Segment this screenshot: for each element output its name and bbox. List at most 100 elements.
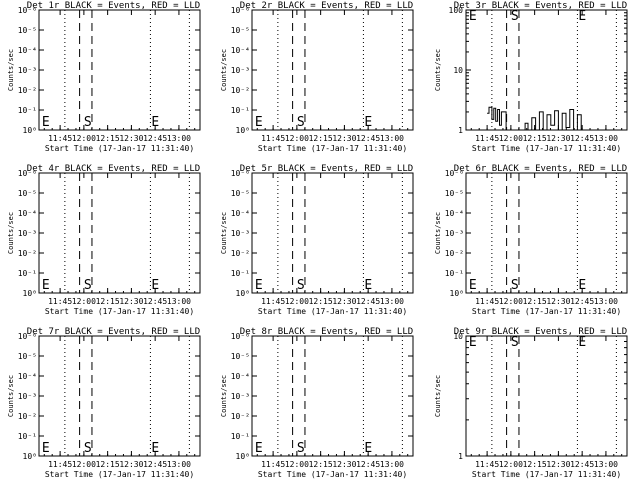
y-tick-label: 10⁻⁵: [231, 26, 250, 35]
y-tick-label: 10⁻¹: [18, 269, 37, 278]
panel-title: Det 9r BLACK = Events, RED = LLD: [454, 327, 627, 337]
x-tick-label: 12:15: [309, 460, 333, 469]
plot-frame: [465, 335, 628, 457]
x-tick-label: 12:30: [119, 134, 143, 143]
y-axis-label: Counts/sec: [434, 375, 442, 417]
y-axis-label: Counts/sec: [434, 212, 442, 254]
y-tick-label: 10⁰: [236, 126, 250, 135]
x-axis-label: Start Time (17-Jan-17 11:31:40): [258, 144, 407, 153]
interval-marker-e: E: [151, 115, 159, 130]
x-tick-label: 11:45: [48, 460, 72, 469]
y-axis-label: Counts/sec: [220, 49, 228, 91]
panel-title: Det 8r BLACK = Events, RED = LLD: [240, 327, 413, 337]
series-events-line: [487, 106, 582, 131]
y-tick-label: 1: [458, 126, 463, 135]
x-tick-label: 12:00: [285, 460, 309, 469]
x-tick-label: 12:45: [570, 460, 594, 469]
y-tick-label: 10⁰: [23, 452, 37, 461]
x-tick-label: 12:30: [119, 460, 143, 469]
y-axis-label: Counts/sec: [7, 375, 15, 417]
interval-marker-s: S: [511, 9, 519, 24]
panel-title: Det 4r BLACK = Events, RED = LLD: [27, 164, 200, 174]
panel-title: Det 7r BLACK = Events, RED = LLD: [27, 327, 200, 337]
x-tick-label: 12:45: [143, 134, 167, 143]
interval-marker-s: S: [297, 115, 305, 130]
interval-marker-e: E: [578, 278, 586, 293]
x-tick-label: 12:45: [570, 134, 594, 143]
y-tick-label: 10⁰: [23, 126, 37, 135]
x-tick-label: 12:45: [143, 460, 167, 469]
x-tick-label: 12:45: [143, 297, 167, 306]
y-tick-label: 10⁻³: [231, 392, 250, 401]
panel-title: Det 1r BLACK = Events, RED = LLD: [27, 1, 200, 11]
y-tick-label: 10⁰: [236, 289, 250, 298]
x-tick-label: 12:30: [332, 460, 356, 469]
panel-det-7r: Det 7r BLACK = Events, RED = LLD 11:45 12:…: [7, 327, 201, 479]
interval-marker-e: E: [255, 441, 263, 456]
y-tick-label: 10⁻³: [231, 66, 250, 75]
x-tick-label: 12:00: [72, 297, 96, 306]
y-tick-label: 10⁻⁴: [231, 209, 250, 218]
x-axis-label: Start Time (17-Jan-17 11:31:40): [45, 144, 194, 153]
plot-frame: [38, 9, 201, 131]
y-tick-label: 10⁻²: [231, 249, 250, 258]
x-tick-label: 12:45: [356, 297, 380, 306]
y-tick-label: 10⁻⁵: [18, 26, 37, 35]
interval-marker-e: E: [469, 335, 477, 350]
plot-frame: [251, 9, 414, 131]
y-tick-label: 10⁰: [450, 289, 464, 298]
x-tick-label: 12:15: [96, 297, 120, 306]
x-tick-label: 11:45: [475, 297, 499, 306]
x-tick-label: 12:15: [96, 460, 120, 469]
plot-frame: [465, 172, 628, 294]
x-axis-label: Start Time (17-Jan-17 11:31:40): [472, 470, 621, 479]
y-tick-label: 10⁻⁴: [18, 209, 37, 218]
y-tick-label: 10⁻²: [18, 249, 37, 258]
y-tick-label: 10⁰: [23, 289, 37, 298]
x-tick-label: 12:00: [499, 134, 523, 143]
x-tick-label: 11:45: [261, 297, 285, 306]
y-tick-label: 1: [458, 452, 463, 461]
x-tick-label: 12:00: [499, 460, 523, 469]
y-tick-label: 10⁻³: [18, 229, 37, 238]
plot-frame: [251, 335, 414, 457]
y-axis-label: Counts/sec: [220, 212, 228, 254]
interval-marker-s: S: [297, 278, 305, 293]
interval-marker-e: E: [364, 278, 372, 293]
y-tick-label: 10⁻⁵: [445, 189, 464, 198]
y-tick-label: 10⁻⁵: [231, 189, 250, 198]
interval-marker-e: E: [578, 335, 586, 350]
x-tick-label: 12:00: [72, 134, 96, 143]
x-tick-label: 12:30: [546, 460, 570, 469]
x-tick-label: 12:15: [96, 134, 120, 143]
interval-marker-e: E: [578, 9, 586, 24]
y-tick-label: 10⁰: [236, 452, 250, 461]
x-tick-label: 12:30: [332, 134, 356, 143]
x-tick-label: 13:00: [167, 297, 191, 306]
y-tick-label: 10⁻⁶: [18, 332, 37, 341]
y-tick-label: 10⁻⁴: [445, 209, 464, 218]
x-tick-label: 12:45: [570, 297, 594, 306]
y-axis-label: Counts/sec: [220, 375, 228, 417]
y-tick-label: 10⁻²: [18, 86, 37, 95]
x-tick-label: 12:00: [285, 297, 309, 306]
x-tick-label: 13:00: [594, 460, 618, 469]
y-tick-label: 10⁻⁶: [231, 6, 250, 15]
y-tick-label: 10⁻¹: [231, 269, 250, 278]
y-tick-label: 10⁻⁴: [18, 372, 37, 381]
x-tick-label: 12:15: [523, 460, 547, 469]
panel-title: Det 3r BLACK = Events, RED = LLD: [454, 1, 627, 11]
y-tick-label: 10⁻⁶: [445, 169, 464, 178]
y-tick-label: 10⁻¹: [18, 106, 37, 115]
panel-title: Det 2r BLACK = Events, RED = LLD: [240, 1, 413, 11]
y-tick-label: 10⁻³: [445, 229, 464, 238]
x-tick-label: 12:45: [356, 460, 380, 469]
x-tick-label: 11:45: [475, 134, 499, 143]
y-tick-label: 10⁻⁶: [18, 6, 37, 15]
y-tick-label: 100: [449, 6, 464, 15]
